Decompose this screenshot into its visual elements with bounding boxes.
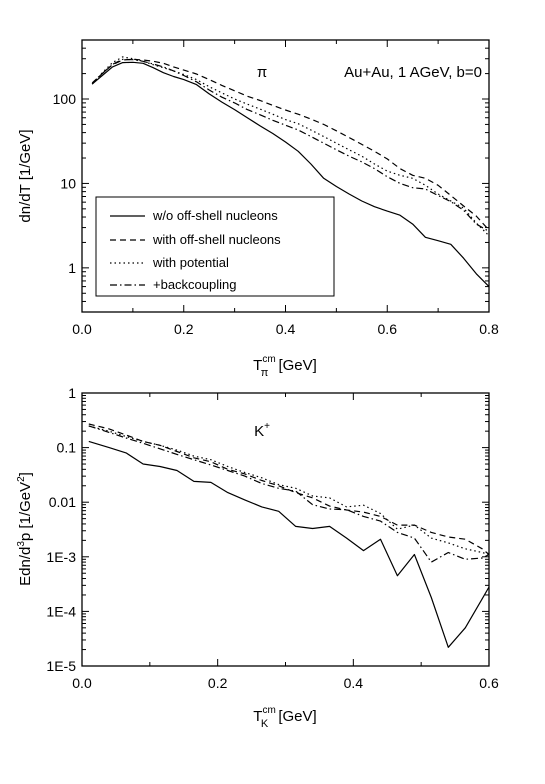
kaon-spectrum-panel: 1E-5 1E-4 1E-3 0.01 0.1 1 0.0 0.2 0.4 0.6 K+ Edn… [16, 385, 499, 730]
x-axis-title: Tcm K [GeV] [253, 705, 316, 730]
y-axis-title: Edn/d3p [1/GeV2] [16, 472, 34, 586]
x-ticks: 0.0 0.2 0.4 0.6 [72, 393, 499, 691]
plot-frame [81, 392, 490, 667]
legend-label: w/o off-shell nucleons [152, 208, 278, 223]
x-tick-label: 0.0 [72, 321, 92, 337]
y-tick-label: 10 [60, 175, 76, 191]
y-tick-label: 100 [53, 91, 77, 107]
y-tick-label: 1 [68, 260, 76, 276]
x-axis-title: Tcm π [GeV] [253, 354, 317, 379]
y-tick-label: 1E-3 [46, 549, 76, 565]
series-group [91, 56, 490, 288]
legend: w/o off-shell nucleons with off-shell nu… [95, 196, 335, 297]
y-ticks: 1 10 100 [53, 39, 489, 313]
system-annotation: Au+Au, 1 AGeV, b=0 [344, 64, 482, 81]
x-tick-label: 0.6 [479, 675, 499, 691]
x-tick-label: 0.6 [378, 321, 398, 337]
series-line-dashdot [88, 425, 490, 563]
x-tick-label: 0.4 [344, 675, 364, 691]
series-line-dashed [88, 423, 490, 555]
particle-annotation: K+ [254, 421, 270, 440]
particle-annotation: π [257, 64, 267, 81]
y-tick-label: 1E-5 [46, 658, 76, 674]
legend-box [95, 196, 335, 297]
legend-label: +backcoupling [153, 277, 236, 292]
x-tick-label: 0.4 [276, 321, 296, 337]
legend-label: with off-shell nucleons [152, 232, 281, 247]
x-tick-label: 0.0 [72, 675, 92, 691]
series-group [88, 423, 490, 648]
legend-label: with potential [152, 255, 229, 270]
y-tick-label: 0.01 [49, 494, 76, 510]
y-tick-label: 1E-4 [46, 603, 76, 619]
x-ticks: 0.0 0.2 0.4 0.6 0.8 [72, 40, 499, 337]
x-tick-label: 0.2 [208, 675, 228, 691]
x-tick-label: 0.8 [479, 321, 499, 337]
x-tick-label: 0.2 [174, 321, 194, 337]
y-tick-label: 0.1 [57, 440, 77, 456]
y-axis-title: dn/dT [1/GeV] [17, 129, 34, 222]
series-line-solid [88, 440, 490, 648]
series-line-dashed [91, 58, 490, 231]
series-line-solid [91, 61, 490, 288]
pion-spectrum-panel: 1 10 100 0.0 0.2 0.4 0.6 0.8 π Au+Au, 1 AGeV, … [17, 39, 499, 379]
y-tick-label: 1 [68, 385, 76, 401]
y-ticks: 1E-5 1E-4 1E-3 0.01 0.1 1 [46, 385, 489, 674]
series-line-dotted [88, 425, 490, 556]
series-line-dashdot [91, 58, 490, 232]
